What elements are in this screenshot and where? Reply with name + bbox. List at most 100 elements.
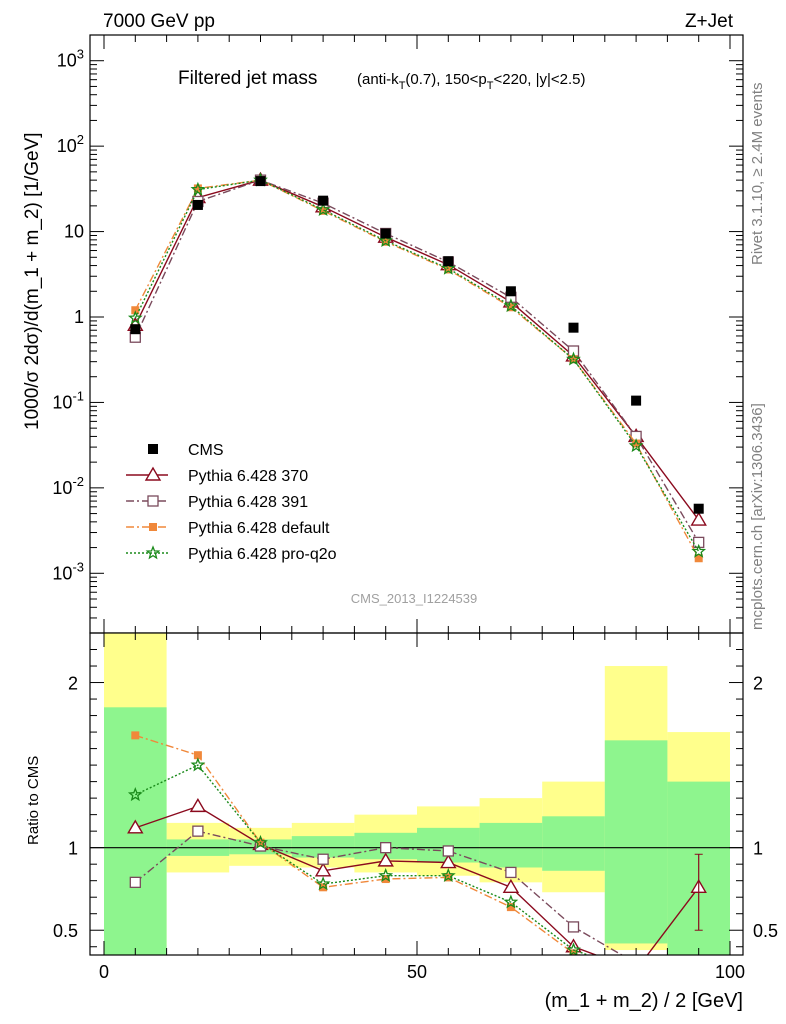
ratio-point [567,921,580,933]
ratio-point [127,819,144,834]
ratio-point [630,966,641,977]
main-ytick-label: 10-2 [52,474,84,498]
data-point [694,554,703,563]
legend-label: Pythia 6.428 default [188,520,330,537]
data-point [315,201,331,217]
ratio-series-pythia-6-428-pro-q2o [127,757,704,977]
ratio-point [693,966,704,977]
data-point [566,351,581,366]
ratio-uncertainty-bands [90,633,743,955]
ratio-series-group [127,731,707,977]
data-point [192,199,203,210]
main-ytick-label: 10 [64,222,84,242]
data-point [691,543,707,558]
main-ytick-label: 10-3 [52,559,84,583]
main-series-group [127,171,707,563]
data-point [631,395,642,406]
ratio-point [189,797,207,813]
data-point [628,438,644,453]
ratio-point [502,878,520,893]
ratio-point [378,867,394,883]
ratio-point [314,862,332,877]
ratio-point [629,963,643,975]
ratio-ytick-label-right: 0.5 [753,921,778,941]
data-point [381,237,390,246]
ratio-point [253,834,268,850]
xlabel: (m_1 + m_2) / 2 [GeV] [545,990,743,1012]
ratio-point [192,825,204,837]
xtick-label: 50 [407,962,427,982]
ratio-point [129,876,141,888]
legend-item: CMS [148,442,224,459]
ratio-point [317,853,329,865]
data-point [443,256,454,267]
ratio-point [566,942,581,955]
legend-marker [147,495,159,507]
ratio-point [315,876,331,891]
main-ytick-label: 1 [74,307,84,327]
data-point [378,232,394,248]
ratio-ytick-label-left: 1 [68,839,78,859]
legend-item: Pythia 6.428 pro-q2o [126,545,337,563]
ratio-point [377,852,394,867]
xtick-label: 0 [99,962,109,982]
ratio-point [193,751,202,760]
ratio-point [506,903,515,912]
data-point [193,184,202,193]
ratio-point [695,968,703,976]
main-ytick-label: 103 [57,47,84,71]
series-line [134,179,700,521]
chart-title-main: Filtered jet mass [178,68,317,89]
data-point [380,228,391,239]
data-point [444,265,453,274]
data-point [131,306,140,315]
main-series-cms [130,176,704,514]
data-point [505,286,516,297]
legend: CMS Pythia 6.428 370 Pythia 6.428 391 Pythi… [126,442,337,563]
data-point [506,303,515,312]
chart-subtitle: (anti-kT(0.7), 150<pT<220, |y|<2.5) [357,71,586,92]
data-point [127,310,143,325]
data-point [440,260,456,275]
header-process: Z+Jet [685,11,734,32]
ratio-line [135,805,700,955]
ratio-ytick-label-left: 0.5 [53,921,78,941]
legend-marker [145,545,161,560]
ratio-point [440,867,456,883]
analysis-watermark: CMS_2013_I1224539 [351,591,478,606]
legend-item: Pythia 6.428 370 [126,466,308,485]
xtick-label: 100 [715,962,745,982]
main-ylabel: 1000/σ 2dσ)/d(m_1 + m_2) [1/GeV] [22,132,43,430]
ratio-point [632,968,640,976]
data-point [319,206,328,215]
ratio-point [380,842,392,854]
header-energy: 7000 GeV pp [103,11,215,32]
data-point [255,176,266,187]
ratio-panel-frame [89,632,744,956]
ratio-line [135,734,582,955]
ratio-band-green [479,822,543,868]
ratio-ytick-label-left: 2 [68,674,78,694]
ratio-point [190,757,206,772]
main-series-pythia-6-428-391 [129,174,705,549]
ratio-ylabel: Ratio to CMS [25,756,42,845]
legend-marker [149,523,157,531]
series-line [134,179,700,543]
ratio-point [505,866,517,879]
ratio-ytick-label-right: 1 [753,839,763,859]
legend-item: Pythia 6.428 391 [126,494,308,511]
rivet-label: Rivet 3.1.10, ≥ 2.4M events [749,83,766,266]
ratio-ytick-label-right: 2 [753,674,763,694]
data-point [693,503,704,514]
ratio-band-green [542,816,605,871]
data-point [632,439,641,448]
legend-label: Pythia 6.428 391 [188,494,308,511]
ratio-point [131,731,140,740]
legend-label: Pythia 6.428 370 [188,468,308,485]
data-point [190,181,206,196]
ratio-band-green [291,836,355,858]
ratio-point [503,894,519,909]
data-point [568,322,579,333]
main-ytick-label: 10-1 [52,388,84,412]
